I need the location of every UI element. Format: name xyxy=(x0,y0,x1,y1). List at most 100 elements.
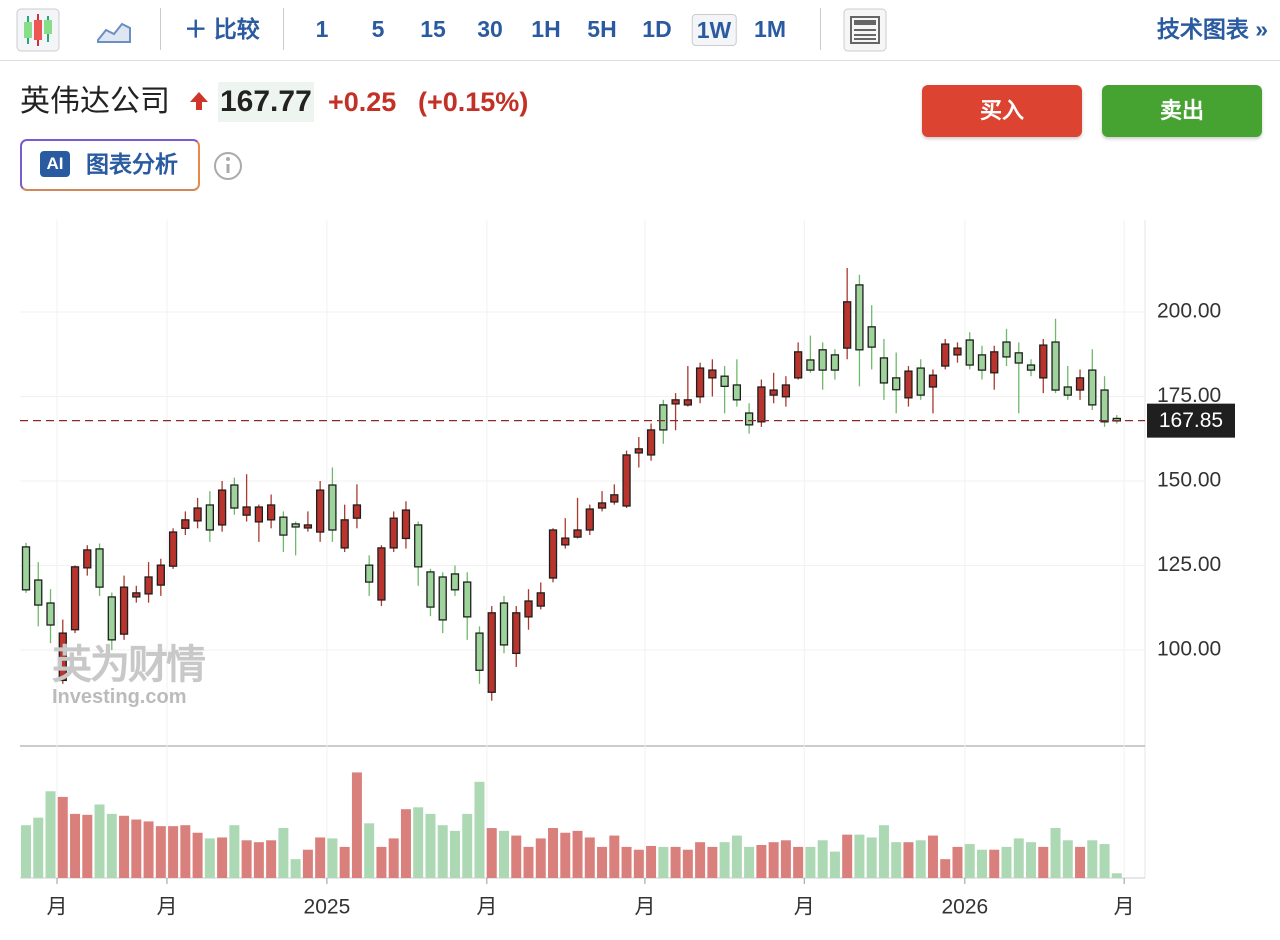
candle-body xyxy=(279,516,288,536)
volume-bar xyxy=(437,825,448,878)
volume-bar xyxy=(695,842,706,878)
candle-body xyxy=(193,507,202,522)
volume-bar xyxy=(192,832,203,878)
volume-bar xyxy=(976,849,987,878)
volume-bar xyxy=(21,825,32,878)
candle-body xyxy=(266,504,276,521)
volume-bar xyxy=(180,825,191,878)
candle-body xyxy=(1100,389,1109,423)
volume-bar xyxy=(1075,846,1086,878)
candle-body xyxy=(732,384,742,401)
candle-body xyxy=(512,612,521,655)
volume-bar xyxy=(94,804,105,878)
candle-body xyxy=(450,573,460,591)
separator xyxy=(283,8,284,50)
candle-body xyxy=(708,369,717,379)
candle-body xyxy=(622,454,631,507)
candle-body xyxy=(585,508,594,531)
x-tick-label: 月 xyxy=(47,896,68,919)
candle-body xyxy=(1075,377,1085,391)
ai-analysis-button[interactable]: AI 图表分析 xyxy=(20,139,200,191)
candle-body xyxy=(242,506,251,516)
candle-body xyxy=(1088,369,1097,406)
candle-body xyxy=(205,504,214,531)
x-tick-label: 月 xyxy=(1114,896,1135,919)
volume-bar xyxy=(756,845,767,878)
interval-button[interactable]: 5H xyxy=(587,16,617,42)
candle-body xyxy=(818,349,827,371)
buy-button[interactable]: 买入 xyxy=(922,85,1082,137)
volume-bar xyxy=(609,835,620,878)
interval-button[interactable]: 15 xyxy=(420,16,446,42)
interval-button[interactable]: 1D xyxy=(642,16,672,42)
volume-bar xyxy=(327,838,338,878)
volume-bar xyxy=(903,842,914,878)
interval-button[interactable]: 5 xyxy=(371,16,385,42)
volume-bar xyxy=(744,846,755,878)
volume-bar xyxy=(548,828,559,878)
news-icon[interactable] xyxy=(843,8,887,52)
volume-bar xyxy=(597,846,608,878)
info-icon[interactable] xyxy=(212,150,244,182)
volume-bar xyxy=(621,846,632,878)
candle-body xyxy=(720,375,729,387)
candle-icon[interactable] xyxy=(16,8,60,52)
x-tick-label: 月 xyxy=(156,896,177,919)
sell-button[interactable]: 卖出 xyxy=(1102,85,1262,137)
volume-bar xyxy=(535,838,546,878)
volume-bar xyxy=(45,791,56,878)
interval-button[interactable]: 1W xyxy=(691,14,737,46)
volume-bar xyxy=(168,826,179,878)
volume-bar xyxy=(364,823,375,878)
interval-button[interactable]: 1M xyxy=(754,16,786,42)
candle-body xyxy=(683,399,692,406)
candle-body xyxy=(303,524,313,529)
candle-body xyxy=(793,351,803,379)
interval-button[interactable]: 30 xyxy=(477,16,503,42)
volume-bar xyxy=(474,781,485,878)
volume-bar xyxy=(952,846,963,878)
volume-bar xyxy=(229,825,240,878)
volume-bar xyxy=(462,813,473,878)
volume-bar xyxy=(1099,844,1110,878)
candle-body xyxy=(21,546,31,591)
ai-label: 图表分析 xyxy=(86,151,178,177)
candle-body xyxy=(168,531,178,567)
volume-bar xyxy=(315,837,326,878)
watermark-en: Investing.com xyxy=(52,686,187,708)
volume-bar xyxy=(1111,873,1122,878)
volume-bar xyxy=(805,846,816,878)
area-icon[interactable] xyxy=(96,16,132,44)
candle-body xyxy=(781,384,791,398)
x-tick-label: 2025 xyxy=(304,896,351,919)
candle-body xyxy=(977,354,987,371)
volume-bar xyxy=(989,849,1000,878)
volume-bar xyxy=(731,835,742,878)
interval-button[interactable]: 1 xyxy=(315,16,329,42)
candle-body xyxy=(217,489,227,526)
stock-price: 167.77 xyxy=(218,82,314,122)
candle-body xyxy=(181,519,190,529)
candle-body xyxy=(965,339,974,366)
candle-body xyxy=(107,596,116,641)
candle-body xyxy=(573,529,582,538)
candle-body xyxy=(426,571,435,608)
volume-bar xyxy=(82,814,93,878)
volume-bar xyxy=(817,840,828,878)
volume-bar xyxy=(449,830,460,878)
volume-bar xyxy=(646,845,657,878)
volume-bar xyxy=(351,772,362,878)
candle-body xyxy=(487,612,496,693)
candle-body xyxy=(1051,341,1060,391)
volume-bar xyxy=(486,828,497,878)
compare-button[interactable]: ＋ 比较 xyxy=(184,16,260,42)
y-tick-label: 175.00 xyxy=(1157,384,1221,407)
x-tick-label: 月 xyxy=(476,896,497,919)
tech-chart-link[interactable]: 技术图表 » xyxy=(1156,16,1268,42)
volume-bar xyxy=(768,842,779,878)
interval-button[interactable]: 1H xyxy=(531,16,561,42)
candle-body xyxy=(83,549,92,569)
candle-body xyxy=(941,343,950,367)
candle-body xyxy=(475,632,484,671)
